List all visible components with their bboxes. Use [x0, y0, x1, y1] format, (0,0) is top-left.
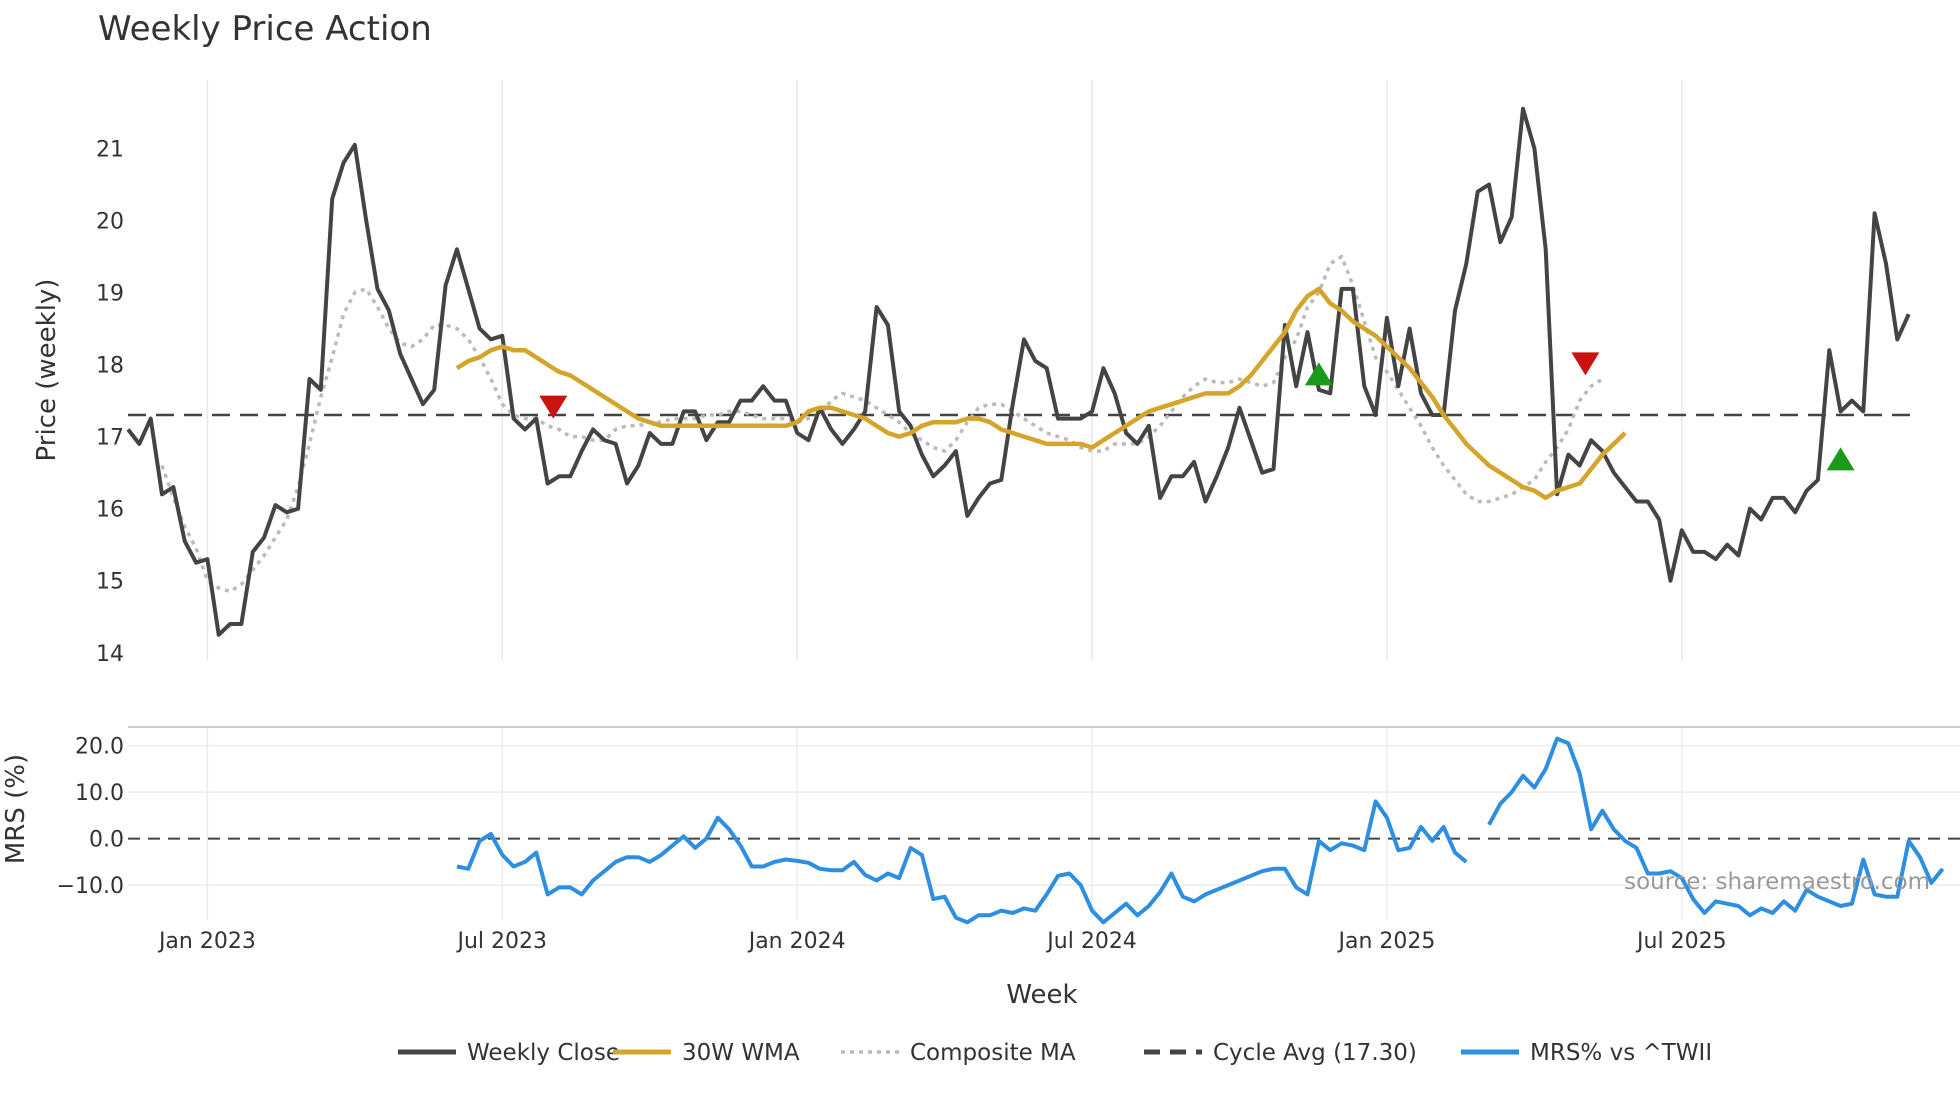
price-y-tick-label: 16: [96, 498, 124, 523]
x-tick-label: Jan 2023: [157, 929, 256, 954]
mrs-y-ticks: 20.0 10.0 0.0 −10.0: [57, 735, 124, 900]
mrs-y-tick-label: 20.0: [75, 735, 124, 760]
x-axis-title: Week: [1006, 980, 1077, 1010]
price-y-tick-label: 14: [96, 642, 124, 667]
price-panel-gridlines: [206, 80, 1683, 660]
wma-30w-line: [455, 286, 1627, 501]
price-y-tick-label: 15: [96, 570, 124, 595]
legend-label: Cycle Avg (17.30): [1213, 1040, 1417, 1066]
mrs-y-tick-label: 0.0: [89, 828, 124, 853]
legend-label: 30W WMA: [682, 1040, 800, 1066]
price-y-tick-label: 19: [96, 282, 124, 307]
mrs-plot-area: [128, 736, 1960, 925]
price-y-tick-label: 17: [96, 426, 124, 451]
weekly-close-line: [126, 106, 1911, 637]
price-plot-area: [126, 106, 1920, 637]
price-y-tick-label: 20: [96, 209, 124, 234]
mrs-y-tick-label: 10.0: [75, 781, 124, 806]
price-y-ticks: 14 15 16 17 18 19 20 21: [96, 137, 124, 666]
buy-signal-marker: [1304, 362, 1333, 386]
x-tick-label: Jan 2024: [747, 929, 846, 954]
mrs-panel-gridlines: [128, 726, 1960, 920]
legend: Weekly Close 30W WMA Composite MA Cycle Avg…: [398, 1040, 1712, 1066]
mrs-line: [456, 736, 1945, 925]
chart-title: Weekly Price Action: [98, 9, 432, 49]
x-tick-label: Jul 2025: [1635, 929, 1727, 954]
x-tick-label: Jan 2025: [1336, 929, 1435, 954]
x-ticks: Jan 2023 Jul 2023 Jan 2024 Jul 2024 Jan 2025…: [157, 929, 1727, 954]
x-tick-label: Jul 2024: [1045, 929, 1137, 954]
sell-signal-marker: [539, 395, 568, 419]
mrs-y-tick-label: −10.0: [57, 874, 124, 899]
mrs-y-axis-title: MRS (%): [1, 754, 31, 864]
legend-label: MRS% vs ^TWII: [1530, 1040, 1712, 1066]
legend-label: Composite MA: [910, 1040, 1076, 1066]
price-y-tick-label: 21: [96, 137, 124, 162]
sell-signal-marker: [1571, 352, 1600, 376]
price-y-axis-title: Price (weekly): [32, 279, 62, 462]
x-tick-label: Jul 2023: [456, 929, 548, 954]
composite-ma-line: [160, 254, 1604, 594]
source-annotation: source: sharemaestro.com: [1624, 869, 1930, 895]
buy-signal-marker: [1826, 447, 1855, 471]
legend-label: Weekly Close: [467, 1040, 620, 1066]
price-y-tick-label: 18: [96, 354, 124, 379]
